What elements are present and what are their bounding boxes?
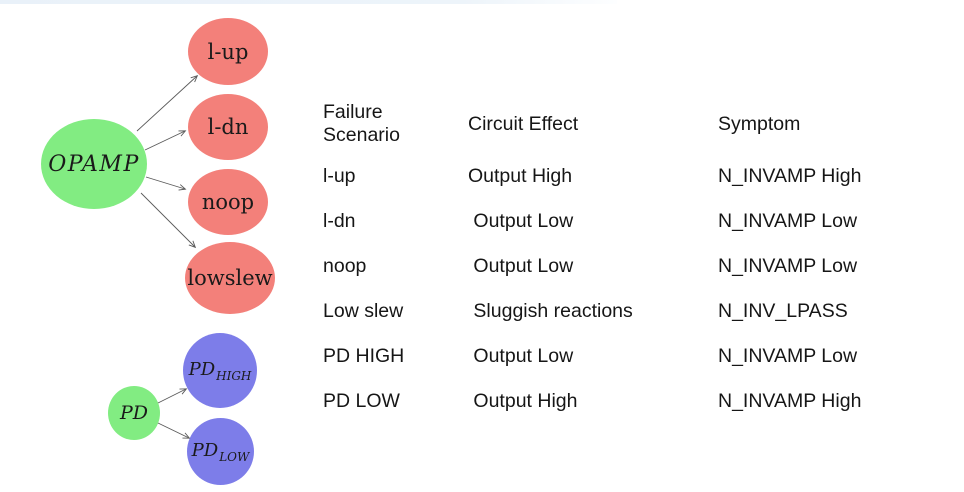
l-dn-label: l-dn: [207, 115, 249, 139]
cell-scenario: l-dn: [323, 210, 356, 232]
cell-effect: Output Low: [468, 210, 574, 232]
cell-scenario: l-up: [323, 165, 356, 187]
cell-effect: Output Low: [468, 255, 574, 277]
cell-spacer: [689, 380, 707, 423]
cell-effect: Output Low: [468, 345, 574, 367]
diagram-edges: [136, 74, 199, 439]
cell-symptom: N_INVAMP Low: [718, 255, 858, 277]
pd-low-label: PDLOW: [191, 440, 250, 464]
cell-spacer: [439, 155, 457, 198]
cell-symptom: N_INVAMP High: [718, 165, 862, 187]
diagram-node-l-up: l-up: [188, 18, 268, 85]
top-window-strip: [0, 0, 617, 4]
pd-high-label: PDHIGH: [188, 359, 252, 383]
cell-spacer: [689, 200, 707, 243]
header-symptom: Symptom: [718, 112, 801, 135]
cell-scenario: noop: [323, 255, 367, 277]
cell-symptom: N_INV_LPASS: [718, 300, 848, 322]
cell-effect: Output High: [468, 165, 573, 187]
pd-label: PD: [119, 402, 149, 424]
cell-spacer: [689, 290, 707, 333]
diagram-node-l-dn: l-dn: [188, 94, 268, 160]
diagram-node-noop: noop: [188, 169, 268, 235]
edge-opamp-ldn: [144, 130, 187, 151]
cell-spacer: [689, 245, 707, 288]
cell-spacer: [439, 335, 457, 378]
noop-label: noop: [201, 190, 255, 214]
diagram-node-pd-high: PDHIGH: [183, 333, 257, 408]
diagram-node-pd-low: PDLOW: [187, 418, 254, 485]
edge-opamp-lowslew: [140, 192, 197, 249]
diagram-node-lowslew: lowslew: [185, 242, 275, 314]
edge-opamp-noop: [145, 176, 187, 191]
cell-scenario: PD LOW: [323, 390, 400, 412]
cell-spacer: [689, 155, 707, 198]
cell-spacer: [689, 335, 707, 378]
failure-scenario-table: Failure Scenario Circuit Effect Symptom …: [314, 95, 922, 423]
cell-effect: Output High: [468, 390, 578, 412]
opamp-label: OPAMP: [48, 151, 140, 177]
cell-symptom: N_INVAMP Low: [718, 345, 858, 367]
cell-scenario: Low slew: [323, 300, 404, 322]
cell-spacer: [439, 380, 457, 423]
header-spacer-1: [439, 95, 457, 153]
header-spacer-2: [689, 95, 707, 153]
l-up-label: l-up: [207, 39, 249, 64]
header-circuit-effect: Circuit Effect: [468, 112, 579, 135]
cell-spacer: [439, 245, 457, 288]
diagram-node-pd: PD: [108, 386, 160, 440]
diagram-node-opamp: OPAMP: [41, 119, 147, 209]
cell-scenario: PD HIGH: [323, 345, 405, 367]
header-failure-scenario: Failure Scenario: [323, 101, 400, 146]
lowslew-label: lowslew: [187, 266, 273, 290]
cell-spacer: [439, 290, 457, 333]
cell-effect: Sluggish reactions: [468, 300, 633, 322]
cell-symptom: N_INVAMP High: [718, 390, 862, 412]
edge-pd-pdlow: [157, 422, 191, 439]
edge-pd-pdhigh: [157, 388, 188, 404]
cell-spacer: [439, 200, 457, 243]
cell-symptom: N_INVAMP Low: [718, 210, 858, 232]
